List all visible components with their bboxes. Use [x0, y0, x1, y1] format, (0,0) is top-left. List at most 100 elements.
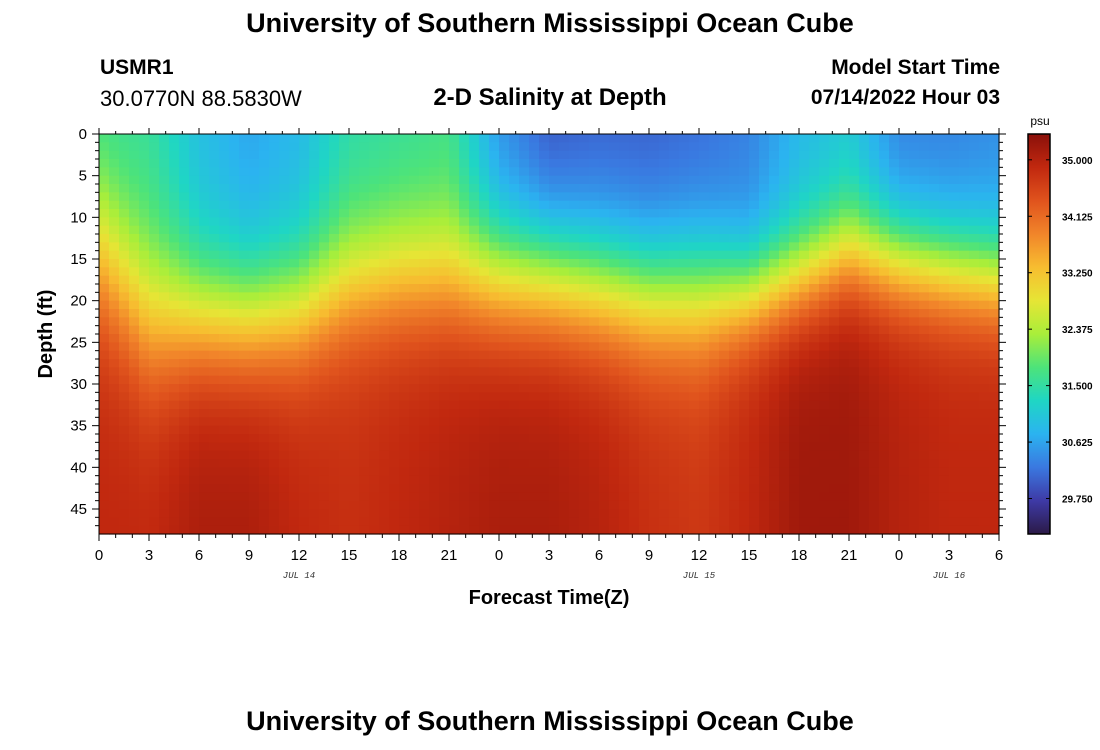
heatmap-cell	[679, 234, 690, 243]
heatmap-cell	[949, 475, 960, 485]
heatmap-cell	[679, 425, 690, 435]
heatmap-cell	[499, 267, 510, 277]
x-tick-label: 3	[545, 547, 553, 564]
heatmap-cell	[709, 209, 720, 218]
heatmap-cell	[719, 392, 730, 402]
heatmap-cell	[969, 300, 980, 310]
heatmap-cell	[899, 459, 910, 468]
heatmap-cell	[119, 217, 130, 227]
heatmap-cell	[989, 350, 1000, 360]
heatmap-cell	[179, 484, 190, 493]
heatmap-cell	[139, 259, 150, 268]
heatmap-cell	[459, 375, 470, 385]
heatmap-cell	[789, 242, 800, 252]
heatmap-cell	[889, 509, 900, 518]
heatmap-cell	[439, 367, 450, 377]
heatmap-cell	[179, 334, 190, 343]
heatmap-cell	[329, 325, 340, 335]
heatmap-cell	[879, 434, 890, 443]
heatmap-cell	[229, 367, 240, 377]
heatmap-cell	[249, 425, 260, 435]
heatmap-cell	[929, 409, 940, 418]
heatmap-cell	[609, 234, 620, 243]
heatmap-cell	[169, 167, 180, 177]
heatmap-cell	[309, 342, 320, 352]
heatmap-cell	[739, 417, 750, 427]
heatmap-cell	[339, 375, 350, 385]
heatmap-cell	[749, 425, 760, 435]
heatmap-cell	[159, 492, 170, 502]
heatmap-cell	[749, 192, 760, 202]
heatmap-cell	[639, 409, 650, 418]
heatmap-cell	[959, 150, 970, 160]
heatmap-cell	[659, 459, 670, 468]
heatmap-cell	[479, 400, 490, 410]
heatmap-cell	[519, 400, 530, 410]
heatmap-cell	[149, 359, 160, 368]
heatmap-cell	[569, 334, 580, 343]
heatmap-cell	[259, 234, 270, 243]
heatmap-cell	[299, 375, 310, 385]
heatmap-cell	[359, 300, 370, 310]
heatmap-cell	[989, 375, 1000, 385]
heatmap-cell	[979, 284, 990, 293]
heatmap-cell	[379, 209, 390, 218]
heatmap-cell	[459, 342, 470, 352]
heatmap-cell	[559, 200, 570, 210]
heatmap-cell	[839, 200, 850, 210]
heatmap-cell	[669, 242, 680, 252]
heatmap-cell	[739, 209, 750, 218]
heatmap-cell	[369, 459, 380, 468]
heatmap-cell	[859, 192, 870, 202]
heatmap-cell	[569, 284, 580, 293]
heatmap-cell	[669, 500, 680, 510]
heatmap-cell	[289, 150, 300, 160]
heatmap-cell	[449, 242, 460, 252]
heatmap-cell	[359, 434, 370, 443]
heatmap-cell	[599, 459, 610, 468]
heatmap-cell	[339, 442, 350, 452]
heatmap-cell	[889, 242, 900, 252]
heatmap-cell	[699, 492, 710, 502]
heatmap-cell	[319, 484, 330, 493]
heatmap-cell	[659, 184, 670, 193]
heatmap-cell	[769, 492, 780, 502]
heatmap-cell	[139, 359, 150, 368]
heatmap-cell	[409, 459, 420, 468]
page-title: University of Southern Mississippi Ocean…	[246, 8, 854, 38]
heatmap-cell	[149, 367, 160, 377]
heatmap-cell	[939, 392, 950, 402]
heatmap-cell	[209, 367, 220, 377]
heatmap-cell	[769, 350, 780, 360]
heatmap-cell	[659, 484, 670, 493]
heatmap-cell	[639, 175, 650, 185]
x-tick-label: 6	[595, 547, 603, 564]
heatmap-cell	[889, 459, 900, 468]
heatmap-cell	[849, 442, 860, 452]
heatmap-cell	[979, 309, 990, 318]
heatmap-cell	[429, 300, 440, 310]
heatmap-cell	[99, 300, 110, 310]
heatmap-cell	[879, 167, 890, 177]
heatmap-cell	[109, 209, 120, 218]
heatmap-cell	[569, 167, 580, 177]
heatmap-cell	[899, 142, 910, 152]
heatmap-cell	[479, 292, 490, 302]
heatmap-cell	[429, 175, 440, 185]
heatmap-cell	[379, 234, 390, 243]
heatmap-cell	[899, 342, 910, 352]
heatmap-cell	[379, 167, 390, 177]
heatmap-cell	[249, 375, 260, 385]
heatmap-cell	[169, 284, 180, 293]
heatmap-cell	[929, 475, 940, 485]
heatmap-cell	[199, 334, 210, 343]
heatmap-cell	[219, 400, 230, 410]
heatmap-cell	[649, 492, 660, 502]
heatmap-cell	[539, 250, 550, 260]
heatmap-cell	[909, 392, 920, 402]
heatmap-cell	[699, 217, 710, 227]
heatmap-cell	[819, 525, 830, 535]
heatmap-cell	[559, 300, 570, 310]
heatmap-cell	[199, 217, 210, 227]
heatmap-cell	[349, 442, 360, 452]
